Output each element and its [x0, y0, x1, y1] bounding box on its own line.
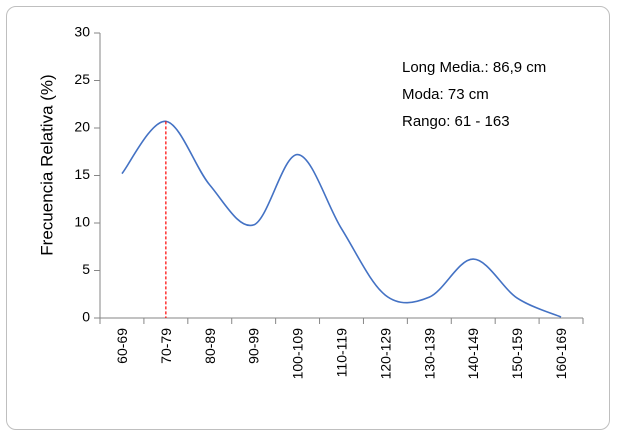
- x-tick-label: 100-109: [290, 328, 306, 380]
- y-axis-title: Frecuencia Relativa (%): [37, 74, 56, 255]
- x-tick-label: 140-149: [465, 328, 481, 380]
- y-tick-label: 25: [74, 71, 90, 87]
- annotation-text: Long Media.: 86,9 cm: [402, 59, 546, 76]
- x-tick-label: 90-99: [246, 328, 262, 364]
- x-tick-label: 160-169: [553, 328, 569, 380]
- y-tick-label: 15: [74, 166, 90, 182]
- y-tick-label: 5: [82, 261, 90, 277]
- series-line: [122, 121, 561, 317]
- annotation-text: Rango: 61 - 163: [402, 113, 510, 130]
- x-tick-label: 120-129: [377, 328, 393, 380]
- y-tick-label: 20: [74, 119, 90, 135]
- y-tick-label: 10: [74, 214, 90, 230]
- annotations: Long Media.: 86,9 cm Moda: 73 cm Rango: 61…: [402, 59, 546, 130]
- x-tick-label: 80-89: [202, 328, 218, 364]
- x-tick-label: 70-79: [158, 328, 174, 364]
- x-tick-label: 130-139: [421, 328, 437, 380]
- x-tick-label: 110-119: [334, 328, 350, 378]
- x-axis: 60-69 70-79 80-89 90-99 100-109 110-119 120-12…: [100, 318, 583, 379]
- x-tick-label: 60-69: [114, 328, 130, 364]
- plot-area: [122, 121, 561, 318]
- y-tick-label: 0: [82, 309, 90, 325]
- x-tick-label: 150-159: [509, 328, 525, 380]
- y-axis: 0 5 10 15 20 25 30: [74, 24, 100, 325]
- y-tick-label: 30: [74, 24, 90, 40]
- annotation-text: Moda: 73 cm: [402, 86, 489, 103]
